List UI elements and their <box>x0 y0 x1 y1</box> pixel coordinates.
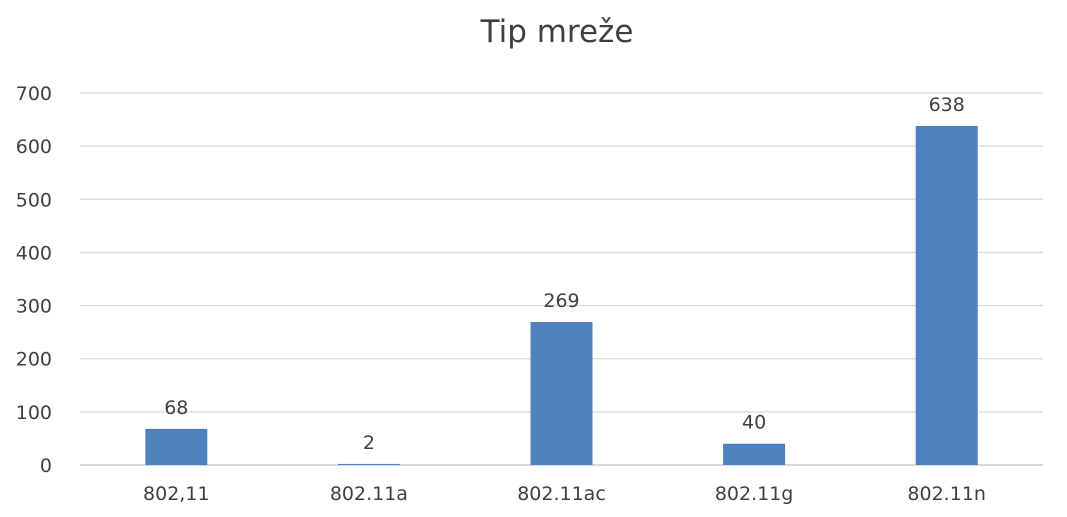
y-axis-ticks: 0 100 200 300 400 500 600 700 <box>16 83 52 477</box>
y-tick-label: 200 <box>16 349 52 371</box>
y-tick-label: 100 <box>16 402 52 424</box>
y-tick-label: 700 <box>16 83 52 105</box>
chart-title: Tip mreže <box>480 14 634 50</box>
y-tick-label: 300 <box>16 296 52 318</box>
x-category-label: 802.11g <box>715 483 794 505</box>
y-tick-label: 500 <box>16 189 52 211</box>
data-label: 68 <box>164 397 188 419</box>
x-category-label: 802.11n <box>907 483 986 505</box>
data-label: 2 <box>363 432 375 454</box>
y-tick-label: 0 <box>40 455 52 477</box>
x-category-label: 802.11a <box>330 483 408 505</box>
bar <box>915 125 978 465</box>
data-label: 638 <box>929 94 965 116</box>
data-label: 269 <box>543 290 579 312</box>
bar <box>337 463 400 465</box>
y-tick-label: 600 <box>16 136 52 158</box>
data-labels: 68 2 269 40 638 <box>164 94 965 454</box>
bars <box>145 125 978 465</box>
data-label: 40 <box>742 412 766 434</box>
bar <box>723 443 786 465</box>
y-tick-label: 400 <box>16 242 52 264</box>
bar <box>145 428 208 465</box>
x-axis-categories: 802,11 802.11a 802.11ac 802.11g 802.11n <box>143 483 986 505</box>
x-category-label: 802.11ac <box>517 483 606 505</box>
x-category-label: 802,11 <box>143 483 209 505</box>
bar <box>530 322 593 465</box>
